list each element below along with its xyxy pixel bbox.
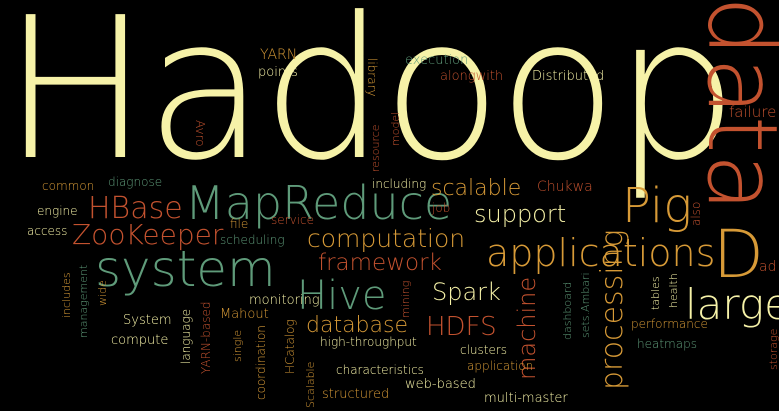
word-hdfs: HDFS [426,312,497,342]
word-hive: Hive [297,273,387,319]
word-hbase: HBase [88,191,183,226]
word-engine: engine [37,204,78,218]
word-clusters: clusters [460,343,508,357]
word-alongwith: alongwith [440,69,504,84]
word-job: job [432,201,451,215]
word-application: application [467,359,534,373]
word-system-small: System [123,313,172,328]
word-tables: tables [649,276,662,310]
word-pig: Pig [622,178,693,234]
word-scalable-small: Scalable [304,361,317,408]
word-multi-master: multi-master [484,391,568,406]
word-web-based: web-based [405,377,476,392]
word-applications: applications [486,231,716,275]
word-performance: performance [631,317,708,331]
word-scalable: scalable [431,176,522,201]
word-single: single [231,329,244,362]
word-structured: structured [322,387,390,402]
word-d: D [713,216,764,293]
word-hcatalog: HCatalog [283,319,297,374]
word-large: large [685,280,779,329]
word-compute: compute [111,333,169,348]
word-including: including [372,177,427,191]
word-chukwa: Chukwa [537,179,593,195]
word-avro: Avro [193,120,207,147]
word-file: file [230,217,249,231]
word-coordination: coordination [254,325,268,400]
word-mahout: Mahout [220,307,269,322]
word-heatmaps: heatmaps [637,337,697,351]
word-mining: mining [399,280,412,318]
word-spark: Spark [432,278,501,306]
word-management: management [77,264,90,338]
word-execution: execution [405,53,469,68]
word-includes: includes [60,272,73,318]
word-dashboard: dashboard [561,281,574,340]
word-processing: processing [595,229,630,390]
word-health: health [667,273,680,308]
word-diagnose: diagnose [108,175,163,189]
word-database: database [306,313,408,338]
word-computation: computation [307,224,466,253]
word-ad: ad [759,259,777,275]
word-zookeeper: ZooKeeper [72,218,224,251]
word-also: also [689,201,703,226]
word-points: points [258,65,298,80]
word-system: system [95,240,276,298]
word-storage: storage [767,328,779,370]
word-support: support [474,200,567,228]
word-characteristics: characteristics [336,363,424,377]
word-yarn-based: YARN-based [199,301,213,374]
word-access: access [27,224,68,238]
word-language: language [179,308,193,364]
word-library: library [365,58,379,97]
word-wide: wide [96,280,109,306]
word-sets-ambari: sets.Ambari [579,272,592,338]
word-high-throughput: high-throughput [320,335,417,349]
word-yarn: YARN [260,47,298,63]
word-common: common [42,179,95,193]
word-monitoring: monitoring [249,293,320,308]
word-failure: failure [729,103,777,121]
word-distributed: Distributed [532,69,605,84]
word-scheduling: scheduling [220,233,285,247]
word-mapreduce: MapReduce [185,176,453,230]
word-framework: framework [318,250,442,276]
word-hadoop: Hadoop [2,0,738,204]
word-service: service [271,213,314,227]
word-model: model [389,111,402,146]
word-resource: resource [369,124,382,172]
